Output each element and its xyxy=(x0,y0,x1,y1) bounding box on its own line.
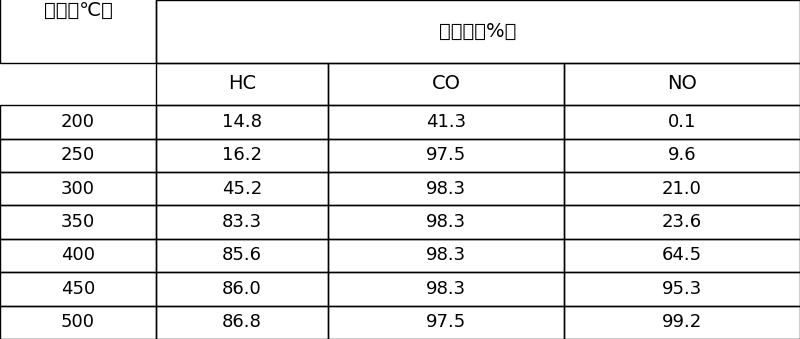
Bar xyxy=(564,105,800,139)
Text: 98.3: 98.3 xyxy=(426,280,466,298)
Bar xyxy=(328,63,564,105)
Bar xyxy=(156,139,328,172)
Text: 97.5: 97.5 xyxy=(426,313,466,331)
Text: 23.6: 23.6 xyxy=(662,213,702,231)
Bar xyxy=(156,305,328,339)
Text: 98.3: 98.3 xyxy=(426,246,466,264)
Bar xyxy=(0,105,156,139)
Text: 86.0: 86.0 xyxy=(222,280,262,298)
Text: 98.3: 98.3 xyxy=(426,213,466,231)
Bar xyxy=(564,63,800,105)
Text: 14.8: 14.8 xyxy=(222,113,262,131)
Bar xyxy=(0,305,156,339)
Text: 0.1: 0.1 xyxy=(668,113,696,131)
Text: NO: NO xyxy=(667,74,697,94)
Bar xyxy=(564,272,800,305)
Text: 45.2: 45.2 xyxy=(222,180,262,198)
Bar xyxy=(328,205,564,239)
Bar xyxy=(156,272,328,305)
Bar xyxy=(0,205,156,239)
Bar xyxy=(564,205,800,239)
Bar xyxy=(328,272,564,305)
Text: 转化率（%）: 转化率（%） xyxy=(439,22,517,41)
Text: 350: 350 xyxy=(61,213,95,231)
Bar xyxy=(0,172,156,205)
Text: 41.3: 41.3 xyxy=(426,113,466,131)
Text: 500: 500 xyxy=(61,313,95,331)
Bar xyxy=(564,239,800,272)
Bar xyxy=(156,205,328,239)
Bar xyxy=(0,0,156,63)
Bar xyxy=(328,305,564,339)
Bar xyxy=(156,0,800,63)
Text: 85.6: 85.6 xyxy=(222,246,262,264)
Bar xyxy=(0,272,156,305)
Text: 98.3: 98.3 xyxy=(426,180,466,198)
Bar xyxy=(328,239,564,272)
Bar xyxy=(328,139,564,172)
Text: 97.5: 97.5 xyxy=(426,146,466,164)
Text: 86.8: 86.8 xyxy=(222,313,262,331)
Bar xyxy=(564,139,800,172)
Bar xyxy=(156,239,328,272)
Text: 300: 300 xyxy=(61,180,95,198)
Bar xyxy=(156,105,328,139)
Bar xyxy=(328,172,564,205)
Text: 16.2: 16.2 xyxy=(222,146,262,164)
Text: 温度（℃）: 温度（℃） xyxy=(43,1,113,20)
Text: 64.5: 64.5 xyxy=(662,246,702,264)
Text: 250: 250 xyxy=(61,146,95,164)
Bar xyxy=(0,139,156,172)
Text: 200: 200 xyxy=(61,113,95,131)
Bar xyxy=(156,172,328,205)
Text: 450: 450 xyxy=(61,280,95,298)
Text: 99.2: 99.2 xyxy=(662,313,702,331)
Text: 9.6: 9.6 xyxy=(668,146,696,164)
Bar xyxy=(328,105,564,139)
Bar xyxy=(0,239,156,272)
Text: 83.3: 83.3 xyxy=(222,213,262,231)
Bar xyxy=(564,305,800,339)
Bar xyxy=(564,172,800,205)
Text: 21.0: 21.0 xyxy=(662,180,702,198)
Text: 400: 400 xyxy=(61,246,95,264)
Text: CO: CO xyxy=(431,74,461,94)
Text: HC: HC xyxy=(228,74,256,94)
Text: 95.3: 95.3 xyxy=(662,280,702,298)
Bar xyxy=(156,63,328,105)
